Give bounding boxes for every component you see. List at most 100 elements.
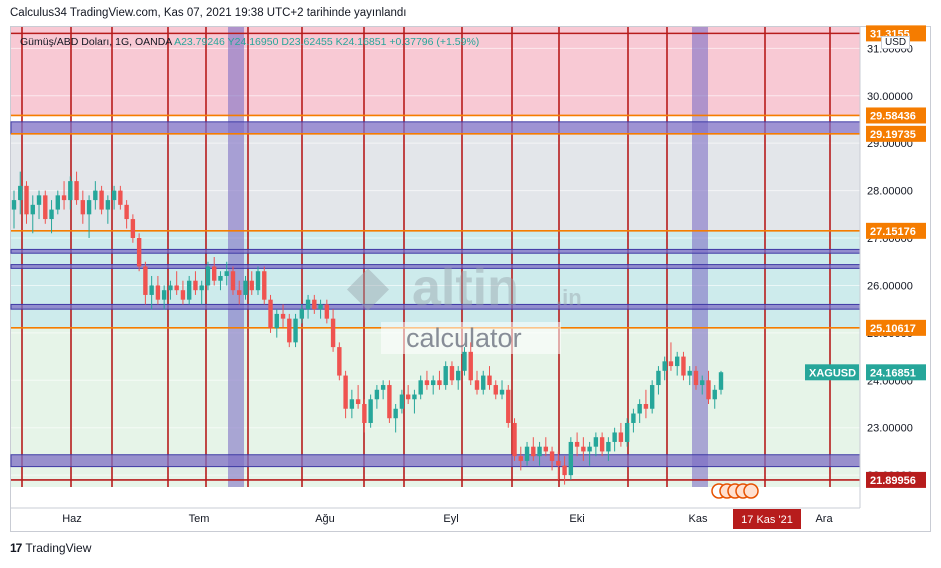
candle-body [262, 271, 267, 300]
watermark-sub: calculator [406, 323, 522, 353]
candle-body [618, 432, 624, 442]
candle-body [168, 285, 173, 291]
candle-body [130, 219, 136, 239]
legend-change: +0.37796 (+1.59%) [389, 36, 480, 48]
candle-body [374, 389, 380, 400]
candle-body [574, 441, 580, 447]
x-tick-label: Ağu [315, 513, 335, 525]
candle-body [718, 372, 724, 390]
candle-body [481, 375, 486, 390]
candle-body [11, 200, 17, 210]
candle-body [518, 456, 523, 461]
candle-body [506, 389, 511, 423]
price-zone [11, 27, 860, 116]
candle-body [249, 280, 254, 291]
tradingview-logo-icon[interactable]: 17 [10, 541, 22, 555]
candle-body [662, 361, 667, 371]
currency-button[interactable]: USD [881, 36, 911, 49]
candle-body [274, 313, 279, 329]
candle-body [668, 361, 674, 367]
symbol-tag: XAGUSD [809, 367, 856, 379]
legend-open: A23.79246 [174, 36, 225, 48]
price-label-box [866, 471, 926, 488]
ohlc-legend: Gümüş/ABD Doları, 1G, OANDA A23.79246 Y2… [20, 36, 479, 48]
watermark-logo-icon: ◆ [347, 257, 389, 315]
candle-body [61, 195, 67, 201]
candle-body [537, 446, 542, 457]
candle-body [362, 404, 367, 423]
candle-body [193, 280, 198, 291]
vertical-band [692, 27, 708, 487]
candle-body [443, 366, 448, 386]
candle-body [700, 380, 705, 386]
candle-body [330, 318, 336, 348]
x-highlight-label: 17 Kas '21 [741, 514, 793, 526]
candle-body [143, 266, 148, 295]
candle-body [624, 422, 630, 442]
candle-body [687, 370, 692, 376]
price-axis [860, 27, 930, 487]
price-label: 25.10617 [870, 323, 916, 335]
y-tick-label: 30.00000 [867, 91, 913, 103]
price-label: 27.15176 [870, 226, 916, 238]
price-label-box [866, 107, 926, 124]
candle-body [293, 318, 298, 343]
candle-body [449, 366, 455, 381]
candle-body [18, 185, 23, 201]
candle-body [86, 200, 92, 215]
candle-body [180, 290, 186, 300]
price-label-box [866, 319, 926, 336]
x-tick-label: Ara [815, 513, 833, 525]
price-label: 29.58436 [870, 110, 916, 122]
candle-body [149, 285, 154, 295]
legend-low: D23.62455 [281, 36, 333, 48]
candle-body [93, 190, 98, 201]
x-tick-label: Eki [569, 513, 584, 525]
candle-body [524, 446, 530, 461]
candle-body [280, 313, 286, 319]
candle-body [268, 299, 273, 329]
candle-body [105, 200, 111, 210]
candle-body [243, 280, 248, 295]
price-label: 29.19735 [870, 129, 916, 141]
candle-body [230, 271, 236, 291]
candle-body [637, 404, 642, 414]
candle-body [186, 280, 192, 300]
x-tick-label: Eyl [443, 513, 458, 525]
candle-body [606, 441, 611, 452]
candle-body [199, 285, 204, 291]
candle-body [412, 394, 417, 400]
candle-body [649, 385, 655, 409]
candle-body [380, 385, 386, 390]
candle-body [161, 290, 167, 300]
candle-body [36, 195, 42, 205]
price-label-box [866, 222, 926, 239]
event-flag-icon [743, 483, 759, 499]
x-tick-label: Tem [189, 513, 210, 525]
candle-body [643, 404, 649, 409]
price-zone [11, 133, 860, 231]
y-tick-label: 23.00000 [867, 423, 913, 435]
candle-body [399, 394, 405, 409]
candle-body [99, 190, 104, 210]
candle-body [305, 299, 311, 310]
candle-body [218, 275, 223, 281]
candle-body [593, 437, 599, 447]
chart-frame[interactable] [10, 26, 931, 532]
price-zone [11, 230, 860, 328]
footer-brand[interactable]: TradingView [25, 541, 92, 555]
candle-body [487, 375, 492, 386]
candle-body [224, 271, 229, 276]
candle-body [299, 309, 305, 319]
candle-body [55, 195, 60, 210]
candle-body [456, 370, 461, 381]
candle-body [430, 380, 436, 386]
candle-body [387, 385, 392, 419]
candle-body [543, 446, 549, 452]
x-tick-label: Kas [689, 513, 708, 525]
candle-body [562, 465, 567, 476]
candle-body [68, 181, 73, 201]
candle-body [462, 351, 467, 371]
candle-body [368, 399, 373, 423]
